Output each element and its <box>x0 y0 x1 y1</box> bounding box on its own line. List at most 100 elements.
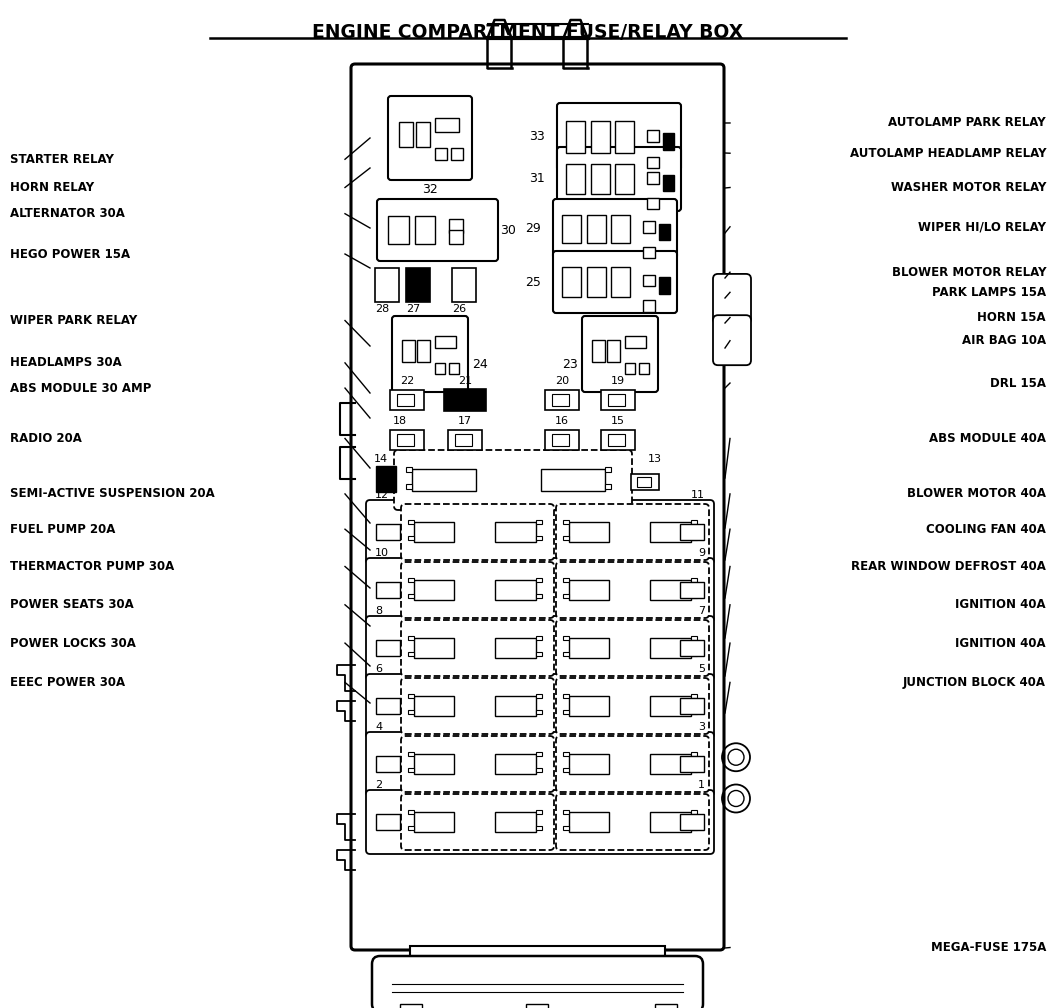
Bar <box>417 340 430 363</box>
Bar <box>569 522 609 542</box>
Text: 2: 2 <box>375 780 382 790</box>
Bar <box>649 580 691 600</box>
FancyBboxPatch shape <box>366 790 714 854</box>
FancyBboxPatch shape <box>557 103 681 171</box>
FancyBboxPatch shape <box>366 558 714 622</box>
Bar <box>587 215 605 243</box>
Bar <box>535 636 542 640</box>
Text: 3: 3 <box>698 722 705 732</box>
Text: THERMACTOR PUMP 30A: THERMACTOR PUMP 30A <box>10 560 174 573</box>
Text: 19: 19 <box>611 376 625 386</box>
Text: 8: 8 <box>375 606 382 616</box>
Text: FUEL PUMP 20A: FUEL PUMP 20A <box>10 523 115 535</box>
Text: 27: 27 <box>406 304 420 314</box>
Bar <box>608 394 625 406</box>
Bar <box>563 710 569 714</box>
Text: HEGO POWER 15A: HEGO POWER 15A <box>10 248 130 260</box>
Bar <box>552 394 569 406</box>
Bar <box>408 520 414 524</box>
Bar <box>535 826 542 830</box>
Text: 25: 25 <box>525 275 541 288</box>
FancyBboxPatch shape <box>553 251 677 313</box>
Bar <box>495 696 535 716</box>
Bar <box>649 696 691 716</box>
FancyBboxPatch shape <box>557 794 709 850</box>
Text: 33: 33 <box>529 130 545 143</box>
FancyBboxPatch shape <box>394 450 631 510</box>
Bar <box>643 222 655 233</box>
Text: 11: 11 <box>691 490 705 500</box>
Text: 22: 22 <box>400 376 414 386</box>
FancyBboxPatch shape <box>392 316 468 392</box>
Bar <box>408 651 414 656</box>
Bar <box>643 247 655 258</box>
Bar <box>416 122 430 147</box>
Bar <box>376 698 400 714</box>
Bar <box>412 469 476 491</box>
Bar <box>376 582 400 598</box>
Bar <box>414 522 454 542</box>
Text: 29: 29 <box>525 223 541 236</box>
Text: 20: 20 <box>555 376 569 386</box>
Bar <box>535 768 542 772</box>
Bar <box>563 651 569 656</box>
Bar <box>449 219 463 233</box>
Bar <box>691 651 697 656</box>
Bar <box>625 336 646 349</box>
Text: 16: 16 <box>555 416 569 426</box>
Text: DRL 15A: DRL 15A <box>991 377 1046 389</box>
FancyBboxPatch shape <box>557 620 709 676</box>
Bar <box>563 826 569 830</box>
Bar <box>680 756 704 772</box>
Bar <box>563 594 569 598</box>
Text: SEMI-ACTIVE SUSPENSION 20A: SEMI-ACTIVE SUSPENSION 20A <box>10 488 214 500</box>
Bar <box>375 268 399 302</box>
Bar <box>631 474 659 490</box>
Text: MEGA-FUSE 175A: MEGA-FUSE 175A <box>930 941 1046 954</box>
FancyBboxPatch shape <box>366 674 714 738</box>
Bar <box>691 520 697 524</box>
Bar <box>541 469 605 491</box>
Text: 32: 32 <box>422 183 438 196</box>
Text: 7: 7 <box>698 606 705 616</box>
Bar <box>435 336 456 349</box>
Bar <box>552 434 569 446</box>
Bar <box>415 216 435 244</box>
FancyBboxPatch shape <box>366 500 714 564</box>
Text: COOLING FAN 40A: COOLING FAN 40A <box>926 523 1046 535</box>
Bar <box>569 580 609 600</box>
Bar <box>408 768 414 772</box>
Bar <box>449 230 463 244</box>
Bar <box>569 696 609 716</box>
Bar <box>406 484 412 489</box>
Bar <box>691 826 697 830</box>
FancyBboxPatch shape <box>388 96 472 180</box>
Bar <box>406 268 430 302</box>
Bar <box>563 752 569 756</box>
Bar <box>569 638 609 658</box>
Bar <box>435 363 446 374</box>
Bar <box>605 484 611 489</box>
Bar <box>563 520 569 524</box>
FancyBboxPatch shape <box>401 736 554 792</box>
Bar <box>691 594 697 598</box>
Text: 10: 10 <box>375 548 389 558</box>
FancyBboxPatch shape <box>557 504 709 560</box>
Bar <box>414 754 454 774</box>
Bar <box>639 363 649 374</box>
Bar <box>414 638 454 658</box>
Bar <box>691 809 697 814</box>
Text: 18: 18 <box>393 416 407 426</box>
Bar <box>659 277 671 293</box>
Bar <box>649 522 691 542</box>
Bar <box>663 174 675 192</box>
Bar <box>691 694 697 699</box>
Text: AUTOLAMP PARK RELAY: AUTOLAMP PARK RELAY <box>888 117 1046 129</box>
Text: WASHER MOTOR RELAY: WASHER MOTOR RELAY <box>890 181 1046 194</box>
Bar <box>408 578 414 583</box>
Bar <box>449 363 459 374</box>
Bar <box>399 122 413 147</box>
Bar <box>562 215 581 243</box>
Bar <box>390 390 425 410</box>
FancyBboxPatch shape <box>401 562 554 618</box>
